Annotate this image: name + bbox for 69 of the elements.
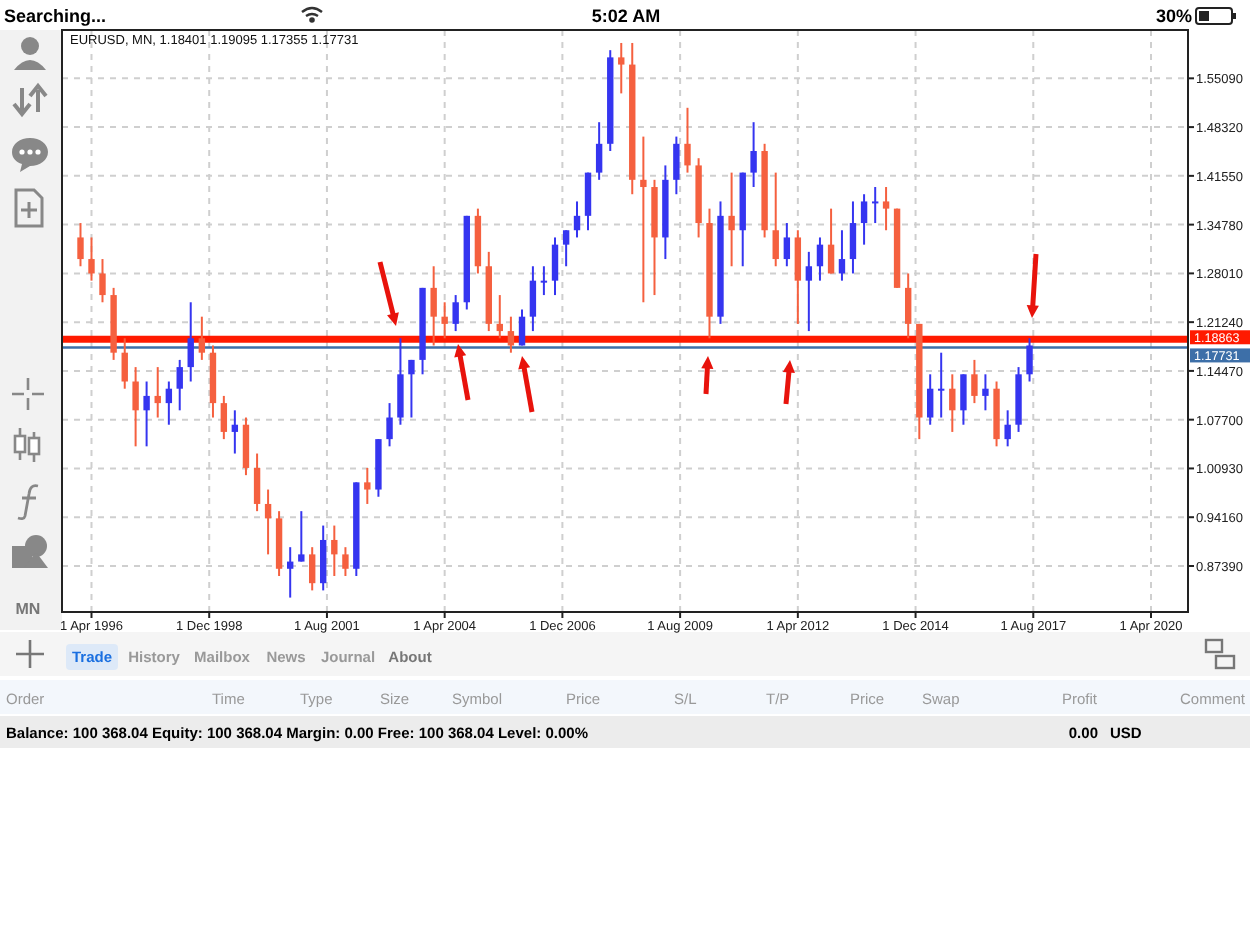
candlestick bbox=[960, 373, 967, 426]
text: MN bbox=[15, 600, 41, 618]
candlestick bbox=[640, 135, 647, 304]
candlestick bbox=[750, 121, 757, 189]
candlestick bbox=[872, 186, 879, 225]
text: 5:02 AM bbox=[591, 6, 661, 26]
candlestick bbox=[827, 207, 835, 275]
candlestick bbox=[904, 272, 912, 340]
candlestick bbox=[728, 171, 735, 268]
candlestick bbox=[77, 222, 84, 268]
candlestick bbox=[849, 200, 857, 275]
candlestick bbox=[794, 229, 802, 325]
candlestick bbox=[816, 236, 824, 282]
text: 30% bbox=[1155, 6, 1192, 26]
candlestick bbox=[287, 546, 294, 599]
candlestick bbox=[529, 265, 537, 333]
candlestick bbox=[231, 409, 239, 455]
candlestick bbox=[88, 236, 95, 282]
candlestick bbox=[430, 265, 437, 347]
candlestick bbox=[949, 373, 956, 433]
candlestick bbox=[805, 250, 813, 333]
candlestick bbox=[99, 258, 106, 304]
candlestick bbox=[1026, 337, 1033, 383]
candlestick bbox=[242, 416, 250, 477]
candlestick bbox=[143, 380, 150, 448]
candlestick bbox=[364, 466, 371, 505]
candlestick bbox=[540, 265, 548, 297]
candlestick bbox=[971, 358, 978, 405]
candlestick bbox=[838, 229, 846, 282]
candlestick bbox=[253, 452, 261, 513]
candlestick bbox=[397, 337, 404, 426]
candlestick bbox=[772, 171, 779, 268]
candlestick bbox=[176, 358, 183, 412]
candlestick bbox=[518, 308, 526, 347]
candlestick bbox=[165, 380, 173, 426]
candlestick bbox=[452, 294, 459, 333]
candlestick bbox=[319, 524, 327, 592]
candlestick bbox=[496, 294, 503, 340]
candlestick bbox=[584, 171, 592, 232]
candlestick bbox=[507, 315, 515, 354]
candlestick bbox=[783, 222, 791, 268]
candlestick bbox=[860, 193, 868, 246]
candlestick bbox=[562, 229, 570, 268]
candlestick bbox=[673, 135, 680, 196]
candlestick bbox=[618, 41, 625, 95]
candlestick bbox=[1004, 409, 1011, 448]
candlestick bbox=[408, 358, 415, 419]
candlestick bbox=[982, 373, 989, 412]
candlestick bbox=[342, 546, 349, 577]
candlestick bbox=[220, 394, 228, 441]
candlestick bbox=[331, 524, 338, 577]
candlestick bbox=[309, 546, 316, 592]
candlestick bbox=[551, 236, 559, 297]
candlestick bbox=[264, 488, 272, 556]
candlestick bbox=[298, 510, 305, 563]
candlestick bbox=[441, 301, 448, 340]
candlestick bbox=[121, 337, 128, 390]
candlestick bbox=[573, 200, 581, 239]
candlestick bbox=[684, 106, 691, 174]
candlestick bbox=[386, 402, 393, 448]
text: Searching... bbox=[4, 6, 107, 26]
candlestick bbox=[187, 301, 194, 383]
candlestick bbox=[926, 373, 934, 426]
candlestick bbox=[882, 186, 890, 232]
candlestick bbox=[154, 366, 161, 419]
candlestick bbox=[132, 366, 139, 448]
candlestick bbox=[595, 121, 603, 181]
candlestick bbox=[198, 315, 206, 361]
candlestick bbox=[937, 351, 945, 419]
